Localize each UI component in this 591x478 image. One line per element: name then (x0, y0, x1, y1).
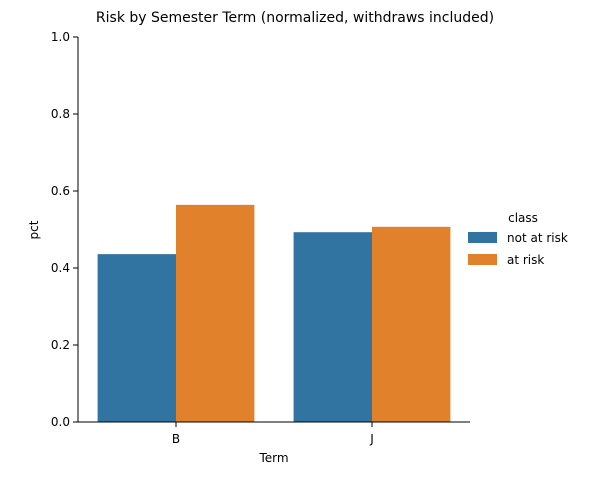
legend-swatch-not-at-risk (468, 232, 497, 243)
bar-J-not-at-risk (293, 232, 372, 422)
y-axis-ticks: 0.0 0.2 0.4 0.6 0.8 1.0 (51, 30, 78, 429)
legend-label-at-risk: at risk (507, 253, 544, 267)
y-axis-label: pct (27, 220, 41, 239)
x-tick-label: B (172, 432, 180, 446)
chart-title: Risk by Semester Term (normalized, withd… (96, 10, 494, 26)
y-tick-label: 0.4 (51, 261, 70, 275)
y-tick-label: 0.2 (51, 338, 70, 352)
y-tick-label: 0.6 (51, 184, 70, 198)
bar-B-at-risk (176, 204, 255, 422)
x-tick-label: J (369, 432, 374, 446)
bar-J-at-risk (372, 226, 451, 422)
y-tick-label: 0.0 (51, 415, 70, 429)
y-tick-label: 1.0 (51, 30, 70, 44)
y-tick-label: 0.8 (51, 107, 70, 121)
legend-swatch-at-risk (468, 254, 497, 265)
legend: class not at risk at risk (468, 211, 568, 267)
bars-group (97, 204, 451, 422)
legend-label-not-at-risk: not at risk (507, 231, 568, 245)
legend-title: class (508, 211, 538, 225)
x-axis-label: Term (258, 451, 288, 465)
bar-B-not-at-risk (97, 254, 176, 422)
